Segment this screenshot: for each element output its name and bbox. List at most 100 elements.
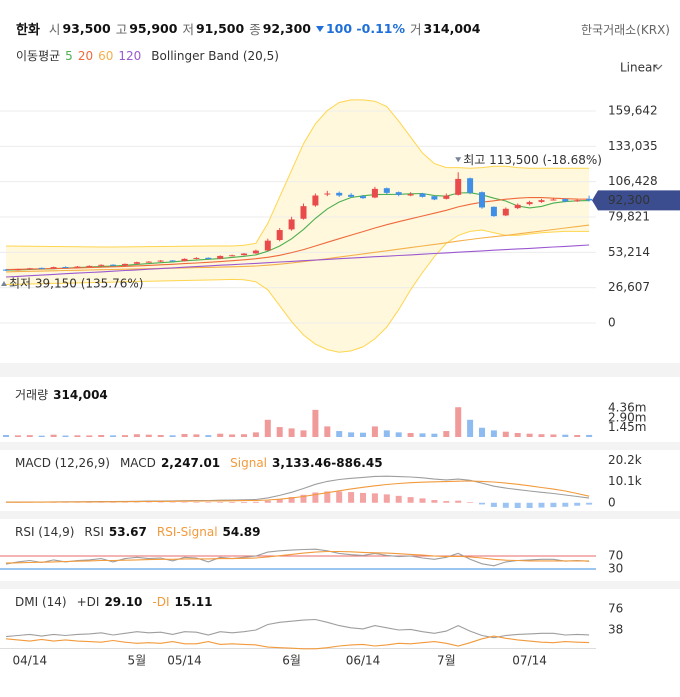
volume-bar [288, 428, 295, 437]
dmi-header: DMI (14) +DI 29.10 -DI 15.11 [15, 595, 217, 609]
volume-bar [479, 427, 485, 437]
oscillator-bar [217, 502, 224, 503]
series-value: 15.11 [174, 595, 213, 609]
series-name: -DI [152, 595, 170, 609]
legend-item[interactable]: 5 [65, 48, 73, 63]
indicator-legend: 이동평균 5 20 60 120 Bollinger Band (20,5) [16, 47, 284, 64]
panel-title: DMI (14) [15, 595, 67, 609]
oscillator-bar [276, 498, 283, 503]
series-value: 29.10 [104, 595, 143, 609]
panel-divider [0, 511, 680, 519]
high-marker [455, 157, 462, 163]
candle-body [514, 204, 521, 209]
oscillator-bar [443, 501, 450, 503]
panel-title: 거래량 [15, 388, 49, 402]
volume-bar [360, 432, 366, 437]
oscillator-bar [193, 502, 200, 503]
candle-body [502, 208, 509, 216]
candle-body [229, 255, 236, 257]
volume-bar [38, 435, 45, 437]
volume-bar [145, 434, 152, 437]
volume-bar [14, 435, 21, 437]
candle-body [252, 250, 259, 254]
series-name: MACD [119, 456, 156, 470]
volume-bar [252, 432, 259, 437]
oscillator-bar [205, 502, 212, 503]
candle-body [360, 196, 366, 199]
scale-dropdown[interactable]: Linear [620, 61, 657, 75]
candle-body [312, 195, 319, 206]
moving-average [5, 192, 590, 271]
candle-body [74, 266, 81, 268]
legend-item[interactable]: 120 [118, 48, 142, 63]
candle-body [371, 188, 378, 198]
candle-body [348, 194, 355, 197]
volume-bar [276, 427, 283, 437]
open-value: 93,500 [62, 21, 111, 36]
volume-bar [574, 435, 581, 437]
candle-body [14, 269, 21, 271]
candle-body [276, 230, 283, 240]
volume-bar [205, 435, 212, 437]
volume-bar [312, 409, 319, 437]
bollinger-upper [5, 99, 590, 248]
volume-bar [502, 431, 509, 437]
series-value: 53.67 [108, 525, 147, 539]
volume-bar [526, 433, 533, 437]
oscillator-bar [455, 500, 462, 503]
oscillator-bar [252, 501, 259, 503]
y-tick-label: 10.1k [608, 474, 642, 488]
volume-bar [229, 434, 236, 437]
legend-item[interactable]: 20 [77, 48, 94, 63]
legend-item[interactable]: 60 [98, 48, 114, 63]
candle-body [181, 258, 188, 262]
volume-bar [324, 426, 331, 437]
last-price-label: 92,300 [608, 193, 650, 207]
bollinger-lower [5, 229, 590, 353]
series-name: RSI [84, 525, 104, 539]
series-value: 54.89 [222, 525, 261, 539]
y-tick-label: 2.90m [608, 410, 646, 424]
candle-body [145, 261, 152, 263]
candle-body [443, 195, 450, 199]
stock-name: 한화 [16, 23, 40, 38]
x-tick-label: 04/14 [13, 654, 48, 668]
candle-body [98, 264, 105, 266]
oscillator-bar [324, 491, 331, 503]
oscillator-bar [562, 502, 569, 507]
legend-item[interactable]: Bollinger Band (20,5) [151, 48, 279, 63]
candle-body [38, 267, 45, 269]
moving-average [5, 244, 590, 278]
volume-bar [300, 430, 307, 437]
candle-body [324, 193, 331, 195]
candle-body [205, 257, 212, 259]
candle-body [157, 260, 164, 262]
series-line [5, 618, 590, 639]
candle-body [574, 200, 581, 202]
oscillator-bar [383, 494, 390, 503]
candle-body [169, 260, 176, 262]
candle-body [550, 199, 557, 201]
series-value: 2,247.01 [160, 456, 221, 470]
panel-divider [0, 363, 680, 377]
y-tick-label: 0 [608, 495, 616, 509]
oscillator-bar [574, 502, 581, 506]
volume-bar [550, 434, 557, 437]
volume-bar [562, 434, 569, 437]
y-tick-label: 133,035 [608, 139, 658, 153]
volume-bar [62, 435, 69, 437]
y-tick-label: 106,428 [608, 174, 658, 188]
panel-value: 314,004 [53, 387, 108, 402]
x-tick-label: 05/14 [167, 654, 202, 668]
series-name: RSI-Signal [156, 525, 218, 539]
volume-value: 314,004 [423, 21, 481, 36]
volume-bar [586, 434, 593, 437]
y-tick-label: 26,607 [608, 280, 650, 294]
close-value: 92,300 [262, 21, 311, 36]
oscillator-bar [538, 502, 545, 508]
candle-body [407, 194, 414, 196]
series-line [5, 635, 590, 650]
oscillator-bar [490, 502, 497, 507]
candle-body [110, 264, 117, 266]
